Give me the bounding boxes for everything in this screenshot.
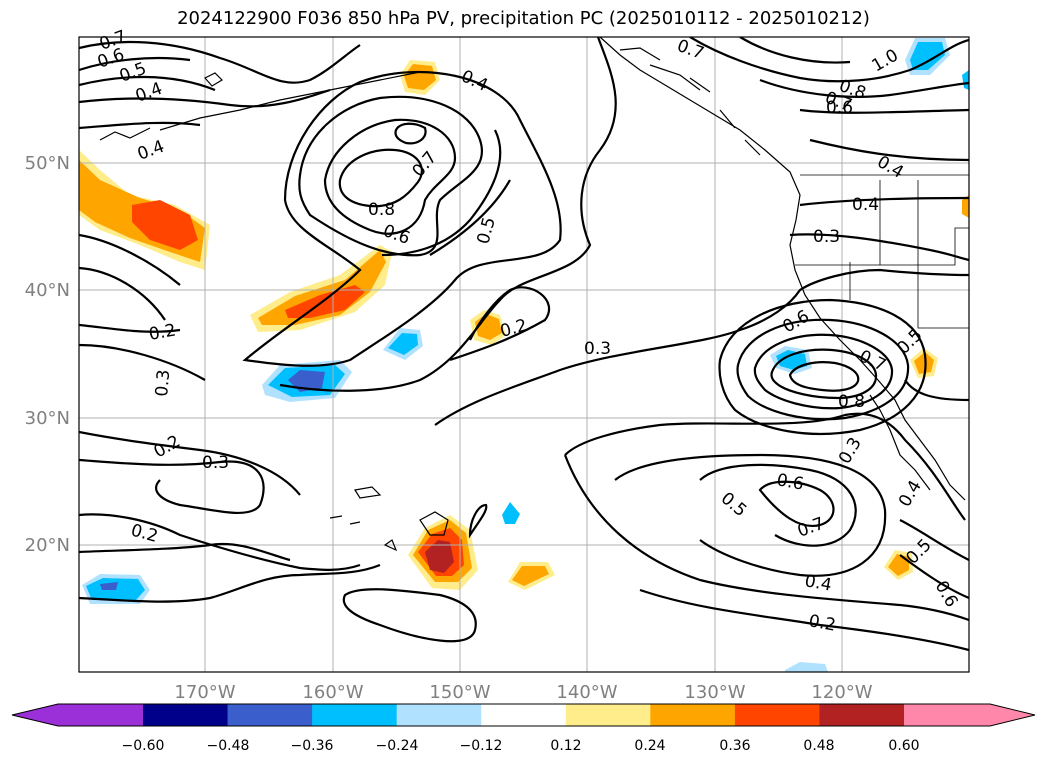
precip-negative-area <box>776 350 807 370</box>
graticule <box>79 37 969 672</box>
latitude-labels: 50°N 40°N 30°N 20°N <box>25 153 70 556</box>
contour-label: 0.4 <box>803 571 833 595</box>
colorbar-segment <box>396 704 482 726</box>
lon-label: 150°W <box>429 682 490 703</box>
colorbar-tick-label: −0.36 <box>291 738 334 754</box>
colorbar-tick-label: −0.24 <box>376 738 419 754</box>
lon-label: 160°W <box>302 682 363 703</box>
pv-contours <box>79 37 969 652</box>
precip-shading <box>79 38 969 672</box>
colorbar-tick-label: 0.12 <box>550 738 581 754</box>
lat-label: 40°N <box>25 280 70 301</box>
colorbar: −0.60 −0.48 −0.36 −0.24 −0.12 0.12 0.24 … <box>11 703 1036 754</box>
precip-positive-area <box>285 285 365 318</box>
colorbar-outline <box>11 703 1036 727</box>
precip-negative-area <box>785 662 828 672</box>
precip-positive-area <box>404 64 436 90</box>
contour-label: 0.3 <box>813 227 840 247</box>
precip-positive-area <box>962 70 969 90</box>
precip-positive-area <box>258 250 386 325</box>
contour-label: 0.2 <box>807 611 837 635</box>
map-frame <box>78 36 970 673</box>
colorbar-ticks: −0.60 −0.48 −0.36 −0.24 −0.12 0.12 0.24 … <box>122 738 920 754</box>
lon-label: 130°W <box>684 682 745 703</box>
precip-negative-area <box>288 370 325 392</box>
longitude-labels: 170°W 160°W 150°W 140°W 130°W 120°W <box>174 682 872 703</box>
precip-negative-area <box>388 333 418 355</box>
lat-label: 50°N <box>25 153 70 174</box>
precip-negative-area <box>100 582 118 590</box>
colorbar-segment <box>143 704 229 726</box>
map-title: 2024122900 F036 850 hPa PV, precipitatio… <box>177 8 870 29</box>
colorbar-right-extension <box>904 704 1035 726</box>
contour-label: 0.3 <box>202 453 229 473</box>
map-layers <box>79 37 969 672</box>
lat-label: 20°N <box>25 535 70 556</box>
colorbar-segment <box>312 704 398 726</box>
lon-label: 170°W <box>174 682 235 703</box>
colorbar-tick-label: 0.36 <box>719 738 750 754</box>
precip-negative-area <box>910 42 945 70</box>
contour-label: 0.8 <box>838 392 865 412</box>
precip-positive-area <box>425 540 454 573</box>
lon-label: 140°W <box>556 682 617 703</box>
contour-label: 0.8 <box>368 200 395 220</box>
colorbar-segment <box>565 704 651 726</box>
colorbar-tick-label: −0.60 <box>122 738 165 754</box>
colorbar-segment <box>227 704 313 726</box>
lat-label: 30°N <box>25 408 70 429</box>
colorbar-tick-label: −0.48 <box>207 738 250 754</box>
colorbar-segment <box>819 704 905 726</box>
contour-label: 0.6 <box>775 470 805 494</box>
colorbar-tick-label: 0.24 <box>634 738 665 754</box>
colorbar-segment <box>734 704 820 726</box>
contour-label: 0.3 <box>584 339 611 359</box>
lon-label: 120°W <box>811 682 872 703</box>
contour-label: 0.4 <box>852 195 879 215</box>
contour-label: 0.3 <box>152 369 174 398</box>
colorbar-segment <box>650 704 736 726</box>
precip-positive-area <box>512 566 549 586</box>
colorbar-segments <box>143 704 905 726</box>
precip-positive-area <box>888 554 909 576</box>
colorbar-left-extension <box>12 704 143 726</box>
colorbar-tick-label: 0.48 <box>803 738 834 754</box>
coastlines <box>99 37 969 552</box>
colorbar-tick-label: −0.12 <box>460 738 503 754</box>
precip-positive-area <box>132 200 198 250</box>
precip-negative-area <box>502 502 520 524</box>
colorbar-segment <box>481 704 567 726</box>
precip-positive-area <box>962 195 969 218</box>
precip-positive-area <box>914 352 934 374</box>
contour-label: 0.2 <box>147 321 177 345</box>
contour-label: 0.6 <box>826 98 853 118</box>
colorbar-tick-label: 0.60 <box>888 738 919 754</box>
